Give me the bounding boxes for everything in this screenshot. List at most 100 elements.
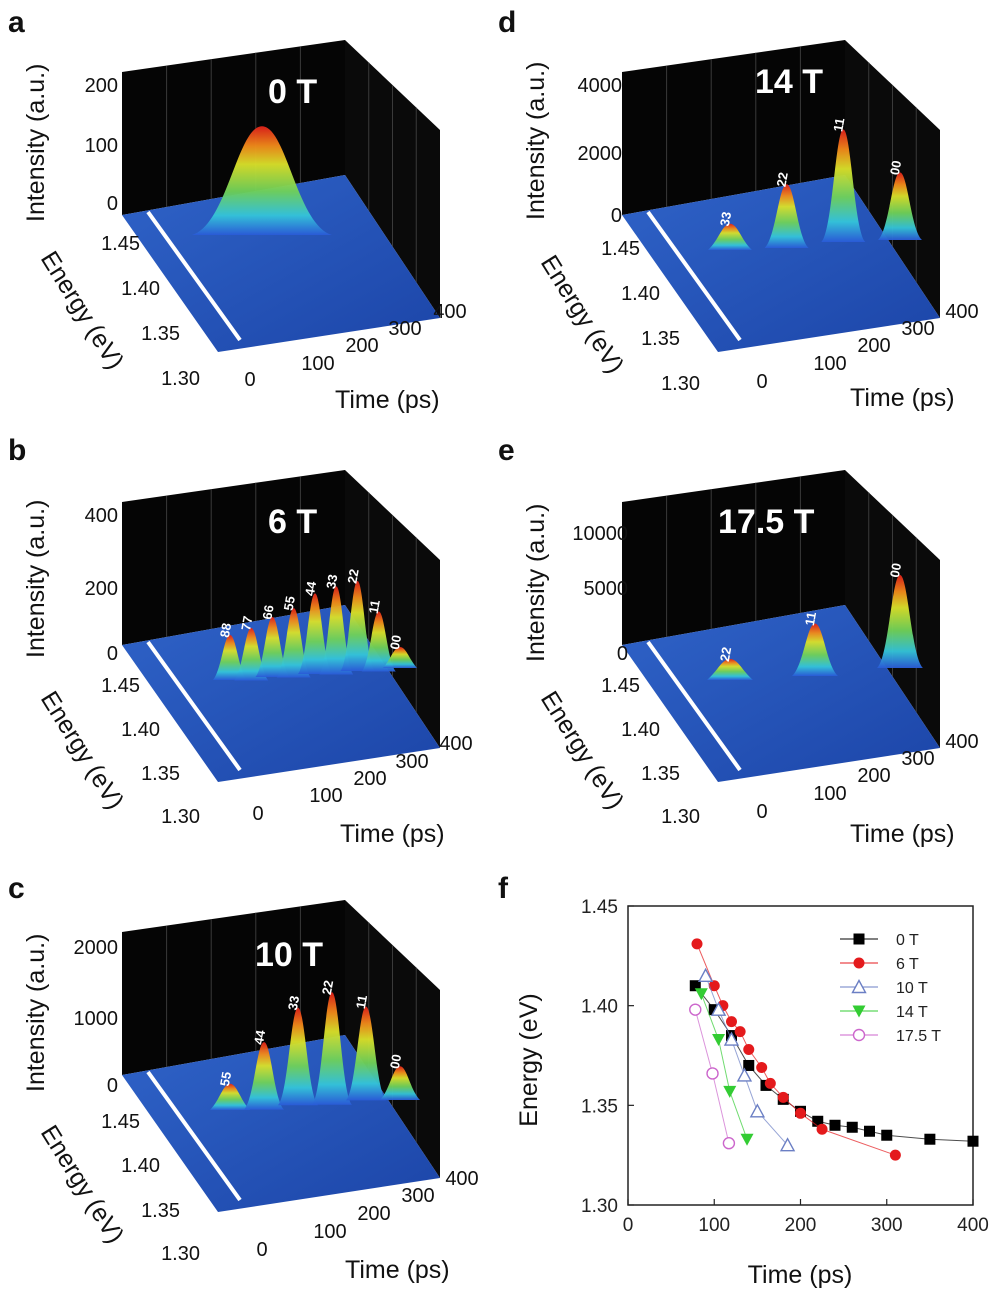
data-point [712, 1034, 726, 1047]
peak-surface [244, 1042, 284, 1110]
panel-c-z-axis-label: Intensity (a.u.) [22, 934, 50, 1092]
y-ticks: 1.30 1.35 1.40 1.45 [581, 897, 634, 1217]
peak-label: 55 [217, 1071, 234, 1088]
x-tick: 300 [401, 1185, 434, 1207]
panel-b-field-label: 6 T [268, 503, 317, 541]
z-tick: 0 [107, 1075, 118, 1097]
z-tick: 10000 [572, 523, 628, 545]
peak-surface [276, 608, 311, 678]
panel-e-z-axis-label: Intensity (a.u.) [522, 504, 550, 662]
data-point [722, 1137, 736, 1150]
x-tick-label: 200 [785, 1215, 817, 1236]
x-tick: 200 [857, 335, 890, 357]
floor-surface [622, 175, 940, 352]
peak-surface [380, 1066, 420, 1100]
series-4 [689, 1003, 736, 1150]
panel-b-y-ticks: 1.45 1.40 1.35 1.30 [101, 675, 200, 828]
peak-surface [877, 575, 923, 668]
peak-label: 22 [717, 646, 734, 663]
peak-label: 33 [285, 994, 302, 1011]
peak-label: 11 [366, 599, 383, 615]
panel-c-z-ticks: 2000 1000 0 [74, 937, 119, 1097]
panel-c-y-ticks: 1.45 1.40 1.35 1.30 [101, 1111, 200, 1265]
peak-surface [278, 1007, 318, 1106]
data-point [795, 1107, 806, 1119]
peak-surface [346, 1006, 386, 1101]
peak-surface [234, 628, 269, 681]
legend-marker [852, 1028, 866, 1042]
data-point [740, 1133, 754, 1146]
legend-label: 14 T [896, 1004, 928, 1021]
peak-surface [708, 223, 752, 250]
plot-frame [627, 905, 974, 1206]
panel-a-peaks [192, 126, 332, 235]
data-point [967, 1135, 979, 1147]
data-point [736, 1067, 753, 1082]
panel-a-field-label: 0 T [268, 73, 317, 111]
panel-a-x-axis-label: Time (ps) [335, 386, 440, 414]
x-tick: 200 [353, 768, 386, 790]
panel-a-z-axis-label: Intensity (a.u.) [22, 64, 50, 222]
y-tick-label: 1.45 [581, 897, 618, 918]
data-point [777, 1091, 789, 1103]
panel-a-y-ticks: 1.45 1.40 1.35 1.30 [101, 233, 200, 390]
panel-b-z-ticks: 400 200 0 [85, 505, 118, 665]
peak-surface [821, 129, 866, 242]
series-0 [689, 980, 979, 1147]
peak-surface [764, 184, 809, 248]
z-tick: 0 [107, 193, 118, 215]
data-point [779, 1137, 796, 1152]
legend-marker [853, 933, 865, 945]
zero-time-line [646, 640, 742, 772]
panel-a-x-ticks: 0 100 200 300 400 [244, 301, 466, 391]
data-point [816, 1123, 828, 1135]
legend: 0 T 6 T 10 T 14 T 17.5 T [840, 932, 941, 1045]
y-tick: 1.35 [141, 323, 180, 345]
peak-label: 11 [802, 611, 819, 627]
x-tick: 300 [901, 318, 934, 340]
x-tick-label: 100 [698, 1215, 730, 1236]
x-tick: 100 [813, 353, 846, 375]
peak-surface [298, 593, 332, 674]
z-tick: 100 [85, 135, 118, 157]
x-tick: 300 [388, 318, 421, 340]
y-tick: 1.40 [121, 278, 160, 300]
panel-c-y-axis-label: Energy (eV) [35, 1120, 129, 1248]
y-tick: 1.35 [641, 328, 680, 350]
peak-label: 22 [319, 979, 336, 996]
panel-e-x-axis-label: Time (ps) [850, 820, 955, 848]
z-tick: 0 [611, 205, 622, 227]
z-tick: 1000 [74, 1008, 119, 1030]
x-tick: 300 [901, 748, 934, 770]
data-point [924, 1133, 936, 1145]
panel-e-z-ticks: 10000 5000 0 [572, 523, 628, 665]
zero-time-line [646, 210, 742, 342]
x-tick: 100 [313, 1221, 346, 1243]
panel-letter-a: a [8, 6, 25, 39]
x-tick: 100 [813, 783, 846, 805]
peak-label: 22 [774, 171, 791, 188]
peak-surface [312, 992, 352, 1105]
panel-e-box [622, 470, 940, 782]
peak-label: 88 [217, 622, 234, 639]
y-tick: 1.30 [161, 368, 200, 390]
y-tick: 1.45 [101, 1111, 140, 1133]
data-point [723, 1085, 737, 1098]
panel-letter-c: c [8, 872, 25, 905]
peak-surface [878, 172, 922, 240]
data-point [706, 1067, 719, 1080]
peak-surface [707, 659, 753, 680]
y-tick: 1.35 [141, 763, 180, 785]
series-3 [694, 988, 754, 1146]
y-tick: 1.45 [601, 238, 640, 260]
x-tick: 200 [857, 765, 890, 787]
panel-d-field-label: 14 T [755, 63, 823, 101]
data-point [734, 1026, 746, 1038]
peak-surface [255, 617, 290, 677]
panel-letter-e: e [498, 434, 515, 467]
data-point [749, 1103, 766, 1118]
x-tick: 100 [301, 353, 334, 375]
